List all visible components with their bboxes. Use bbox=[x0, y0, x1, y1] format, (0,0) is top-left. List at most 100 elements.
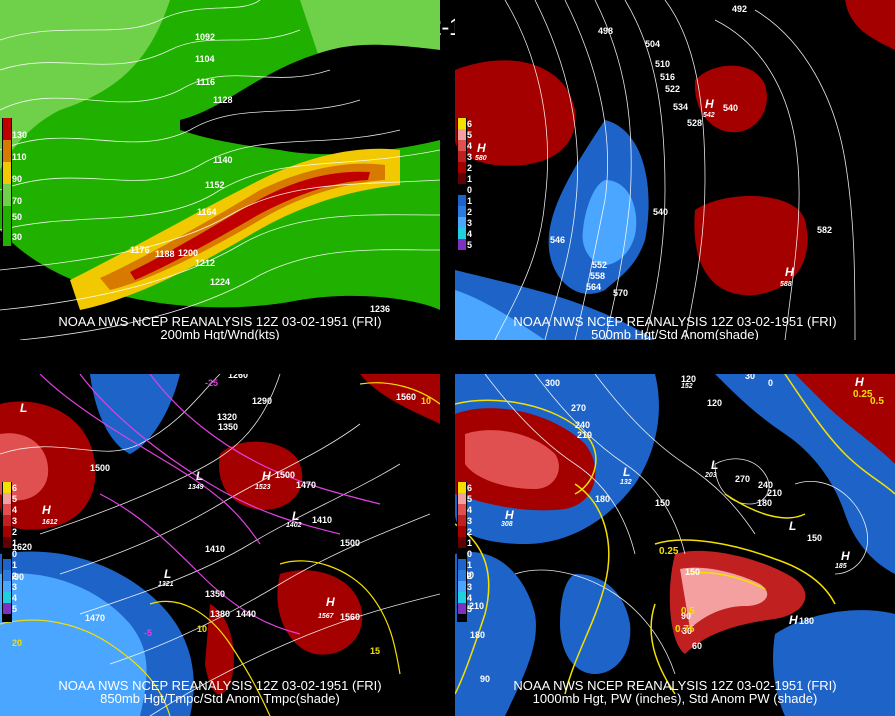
height-label: 1410 bbox=[312, 515, 332, 525]
legend-label: 6 bbox=[467, 119, 472, 129]
height-label: 1560 bbox=[340, 612, 360, 622]
height-label: 552 bbox=[592, 260, 607, 270]
legend-label: 0 bbox=[12, 549, 17, 559]
height-label: 564 bbox=[586, 282, 601, 292]
height-label: 0 bbox=[768, 378, 773, 388]
center-value: 1523 bbox=[255, 484, 271, 491]
height-label: 180 bbox=[757, 498, 772, 508]
low-center-marker: L bbox=[20, 401, 27, 415]
high-center-marker: H bbox=[505, 508, 514, 522]
panel-caption-source: NOAA NWS NCEP REANALYSIS 12Z 03-02-1951 … bbox=[513, 314, 837, 329]
legend-label: 6 bbox=[467, 483, 472, 493]
height-label: 150 bbox=[655, 498, 670, 508]
height-label: 180 bbox=[470, 630, 485, 640]
height-label: 492 bbox=[732, 4, 747, 14]
low-center-marker: L bbox=[292, 509, 299, 523]
height-label: 300 bbox=[545, 378, 560, 388]
panel-850mb: 1260 1290 1320 1350 1500 1470 1410 1500 … bbox=[0, 374, 440, 716]
legend-label: 4 bbox=[467, 505, 472, 515]
legend-label: 130 bbox=[12, 130, 27, 140]
low-center-marker: L bbox=[164, 567, 171, 581]
height-label: 1140 bbox=[213, 155, 233, 165]
high-center-value: 580 bbox=[475, 155, 487, 162]
height-label: 1260 bbox=[228, 374, 248, 380]
legend-label: 5 bbox=[467, 604, 472, 614]
low-center-marker: L bbox=[623, 465, 630, 479]
legend-label: 3 bbox=[467, 516, 472, 526]
panel-500mb: 492 498 504 510 516 522 528 534 540 540 … bbox=[455, 0, 895, 340]
panel-caption-source: NOAA NWS NCEP REANALYSIS 12Z 03-02-1951 … bbox=[58, 678, 382, 693]
height-label: 210 bbox=[577, 430, 592, 440]
legend-label: 3 bbox=[12, 516, 17, 526]
panel-caption-field: 200mb Hgt/Wnd(kts) bbox=[160, 327, 280, 340]
height-label: 180 bbox=[595, 494, 610, 504]
legend-label: 90 bbox=[12, 174, 22, 184]
height-label: 510 bbox=[655, 59, 670, 69]
legend-label: 2 bbox=[467, 527, 472, 537]
legend-label: 5 bbox=[467, 240, 472, 250]
legend-label: 3 bbox=[467, 218, 472, 228]
height-label: 1092 bbox=[195, 32, 215, 42]
height-label: 570 bbox=[613, 288, 628, 298]
height-label: 1470 bbox=[296, 480, 316, 490]
panel-200mb: 1092 1104 1116 1128 1140 1152 1164 1176 … bbox=[0, 0, 440, 340]
height-label: 180 bbox=[799, 616, 814, 626]
center-value: 1402 bbox=[286, 522, 302, 529]
center-value: 152 bbox=[681, 383, 693, 390]
map-850mb: 1260 1290 1320 1350 1500 1470 1410 1500 … bbox=[0, 374, 440, 716]
temperature-label: -25 bbox=[205, 378, 218, 388]
legend-label: 5 bbox=[12, 494, 17, 504]
legend-label: 1 bbox=[467, 196, 472, 206]
center-value: 185 bbox=[835, 563, 847, 570]
height-label: 1128 bbox=[213, 95, 233, 105]
legend-label: 5 bbox=[467, 130, 472, 140]
height-label: 516 bbox=[660, 72, 675, 82]
height-label: 1500 bbox=[275, 470, 295, 480]
height-label: 1104 bbox=[195, 54, 215, 64]
height-label: 540 bbox=[723, 103, 738, 113]
height-label: 90 bbox=[681, 611, 691, 621]
height-label: 1560 bbox=[396, 392, 416, 402]
center-value: 1321 bbox=[158, 581, 174, 588]
legend-label: 4 bbox=[12, 593, 17, 603]
height-label: 30 bbox=[682, 626, 692, 636]
high-center-marker: H bbox=[705, 97, 714, 111]
height-label: 1320 bbox=[217, 412, 237, 422]
precipitable-water-label: 0.5 bbox=[681, 606, 695, 617]
legend-label: 2 bbox=[12, 527, 17, 537]
map-500mb: 492 498 504 510 516 522 528 534 540 540 … bbox=[455, 0, 895, 340]
panel-1000mb: 300 270 240 210 180 150 120 120 270 240 … bbox=[455, 374, 895, 716]
high-center-marker: H bbox=[326, 595, 335, 609]
height-label: 150 bbox=[685, 567, 700, 577]
height-label: 1152 bbox=[205, 180, 225, 190]
precipitable-water-label: 0.25 bbox=[853, 389, 873, 400]
height-label: 1176 bbox=[130, 245, 150, 255]
height-label: 30 bbox=[745, 374, 755, 381]
height-label: 210 bbox=[469, 601, 484, 611]
height-label: 1188 bbox=[155, 249, 175, 259]
legend-label: 1 bbox=[12, 560, 17, 570]
legend-label: 5 bbox=[12, 604, 17, 614]
legend-label: 2 bbox=[467, 207, 472, 217]
height-label: 1290 bbox=[252, 396, 272, 406]
temperature-label: -5 bbox=[144, 628, 152, 638]
panel-caption-field: 500mb Hgt/Std Anom(shade) bbox=[591, 327, 759, 340]
legend-label: 3 bbox=[467, 152, 472, 162]
legend-label: 4 bbox=[467, 593, 472, 603]
height-label: 1410 bbox=[205, 544, 225, 554]
legend-label: 5 bbox=[467, 494, 472, 504]
height-label: 1350 bbox=[205, 589, 225, 599]
legend-label: 1 bbox=[467, 560, 472, 570]
legend-label: 2 bbox=[12, 571, 17, 581]
legend-label: 110 bbox=[12, 152, 27, 162]
height-label: 582 bbox=[817, 225, 832, 235]
height-label: 150 bbox=[807, 533, 822, 543]
legend-label: 4 bbox=[467, 141, 472, 151]
panel-caption-field: 1000mb Hgt, PW (inches), Std Anom PW (sh… bbox=[532, 691, 818, 706]
height-label: 1236 bbox=[370, 304, 390, 314]
height-label: 1500 bbox=[90, 463, 110, 473]
height-label: 120 bbox=[707, 398, 722, 408]
high-center-marker: H bbox=[785, 265, 794, 279]
height-label: 120 bbox=[681, 374, 696, 384]
legend-label: 4 bbox=[12, 505, 17, 515]
